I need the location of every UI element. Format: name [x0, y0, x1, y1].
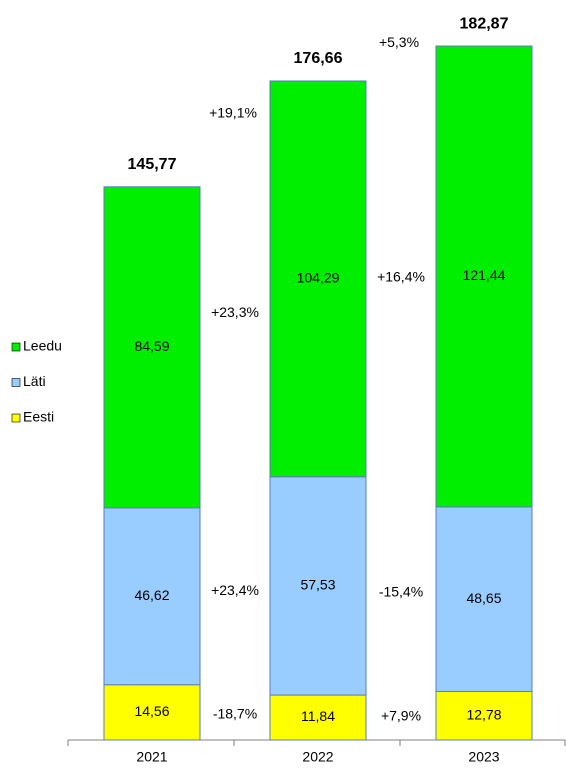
change-label: -15,4%	[379, 583, 423, 599]
total-change-label: +19,1%	[209, 105, 257, 121]
value-label: 121,44	[463, 267, 506, 283]
legend-swatch	[11, 413, 21, 423]
legend-label: Läti	[23, 373, 46, 389]
total-label: 182,87	[460, 15, 509, 32]
value-label: 84,59	[134, 338, 169, 354]
bar-segment	[103, 684, 201, 741]
change-label: +16,4%	[377, 268, 425, 284]
bar-segment	[435, 691, 533, 741]
x-tick-label: 2023	[468, 749, 499, 765]
bar-segment	[435, 506, 533, 693]
bar-segment	[103, 507, 201, 686]
value-label: 12,78	[466, 706, 501, 722]
value-label: 57,53	[300, 577, 335, 593]
total-change-label: +5,3%	[379, 34, 419, 50]
x-tick-label: 2022	[302, 749, 333, 765]
legend-label: Eesti	[23, 409, 54, 425]
value-label: 104,29	[297, 270, 340, 286]
value-label: 48,65	[466, 590, 501, 606]
total-label: 145,77	[128, 156, 177, 173]
value-label: 11,84	[301, 708, 335, 724]
bar-segment	[435, 45, 533, 508]
legend-label: Leedu	[23, 338, 62, 354]
change-label: +7,9%	[381, 707, 421, 723]
x-tick-label: 2021	[136, 749, 167, 765]
bar-segment	[269, 80, 367, 478]
total-label: 176,66	[294, 50, 343, 67]
value-label: 46,62	[134, 587, 169, 603]
value-label: 14,56	[134, 703, 169, 719]
legend-swatch	[11, 378, 21, 387]
bar-segment	[103, 186, 201, 509]
change-label: +23,4%	[211, 582, 259, 598]
change-label: +23,3%	[211, 304, 259, 320]
legend-swatch	[11, 342, 21, 352]
change-label: -18,7%	[213, 706, 257, 722]
